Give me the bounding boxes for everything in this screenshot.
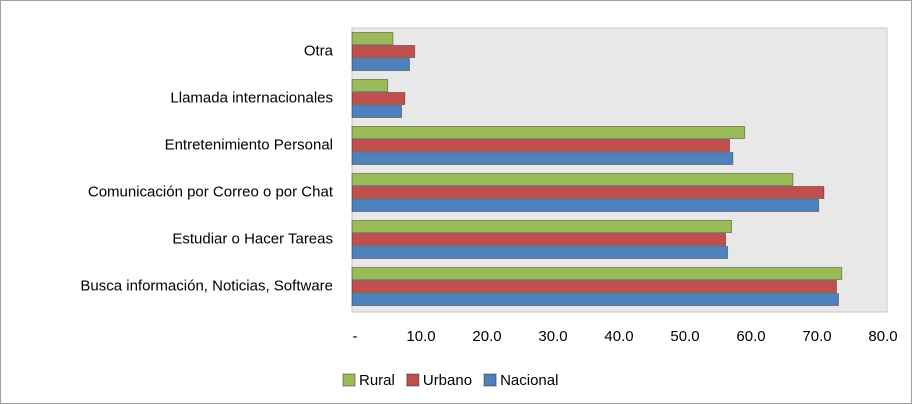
bar <box>351 173 794 186</box>
bar <box>351 152 734 165</box>
x-tick-label: 20.0 <box>472 328 501 345</box>
bar <box>351 32 394 45</box>
y-tick-label: Otra <box>304 42 334 59</box>
bar <box>351 92 406 105</box>
x-tick-label: 10.0 <box>406 328 435 345</box>
bar <box>351 45 416 58</box>
legend-swatch <box>342 373 356 387</box>
x-tick-label: 70.0 <box>802 328 831 345</box>
x-tick-label: 60.0 <box>736 328 765 345</box>
bar <box>351 280 837 293</box>
legend-label: Urbano <box>423 372 472 389</box>
y-tick-label: Busca información, Noticias, Software <box>80 277 333 294</box>
plot-area <box>351 27 888 313</box>
bar <box>351 293 839 306</box>
y-tick-label: Llamada internacionales <box>170 89 333 106</box>
x-tick-label: 50.0 <box>670 328 699 345</box>
bar <box>351 58 410 71</box>
bar <box>351 267 843 280</box>
bar <box>351 246 729 259</box>
legend-swatch <box>483 373 497 387</box>
legend-swatch <box>406 373 420 387</box>
bar <box>351 105 402 118</box>
bar <box>351 186 825 199</box>
bar <box>351 126 746 139</box>
bar <box>351 79 389 92</box>
bar <box>351 199 820 212</box>
y-tick-label: Entretenimiento Personal <box>165 136 333 153</box>
legend-label: Nacional <box>500 372 558 389</box>
bar <box>351 220 732 233</box>
x-tick-label: - <box>353 328 358 345</box>
bar <box>351 233 727 246</box>
y-tick-label: Estudiar o Hacer Tareas <box>172 230 333 247</box>
y-tick-label: Comunicación por Correo o por Chat <box>88 183 334 200</box>
x-tick-label: 30.0 <box>538 328 567 345</box>
bar <box>351 139 731 152</box>
legend-label: Rural <box>359 372 395 389</box>
x-tick-label: 80.0 <box>868 328 897 345</box>
x-tick-label: 40.0 <box>604 328 633 345</box>
